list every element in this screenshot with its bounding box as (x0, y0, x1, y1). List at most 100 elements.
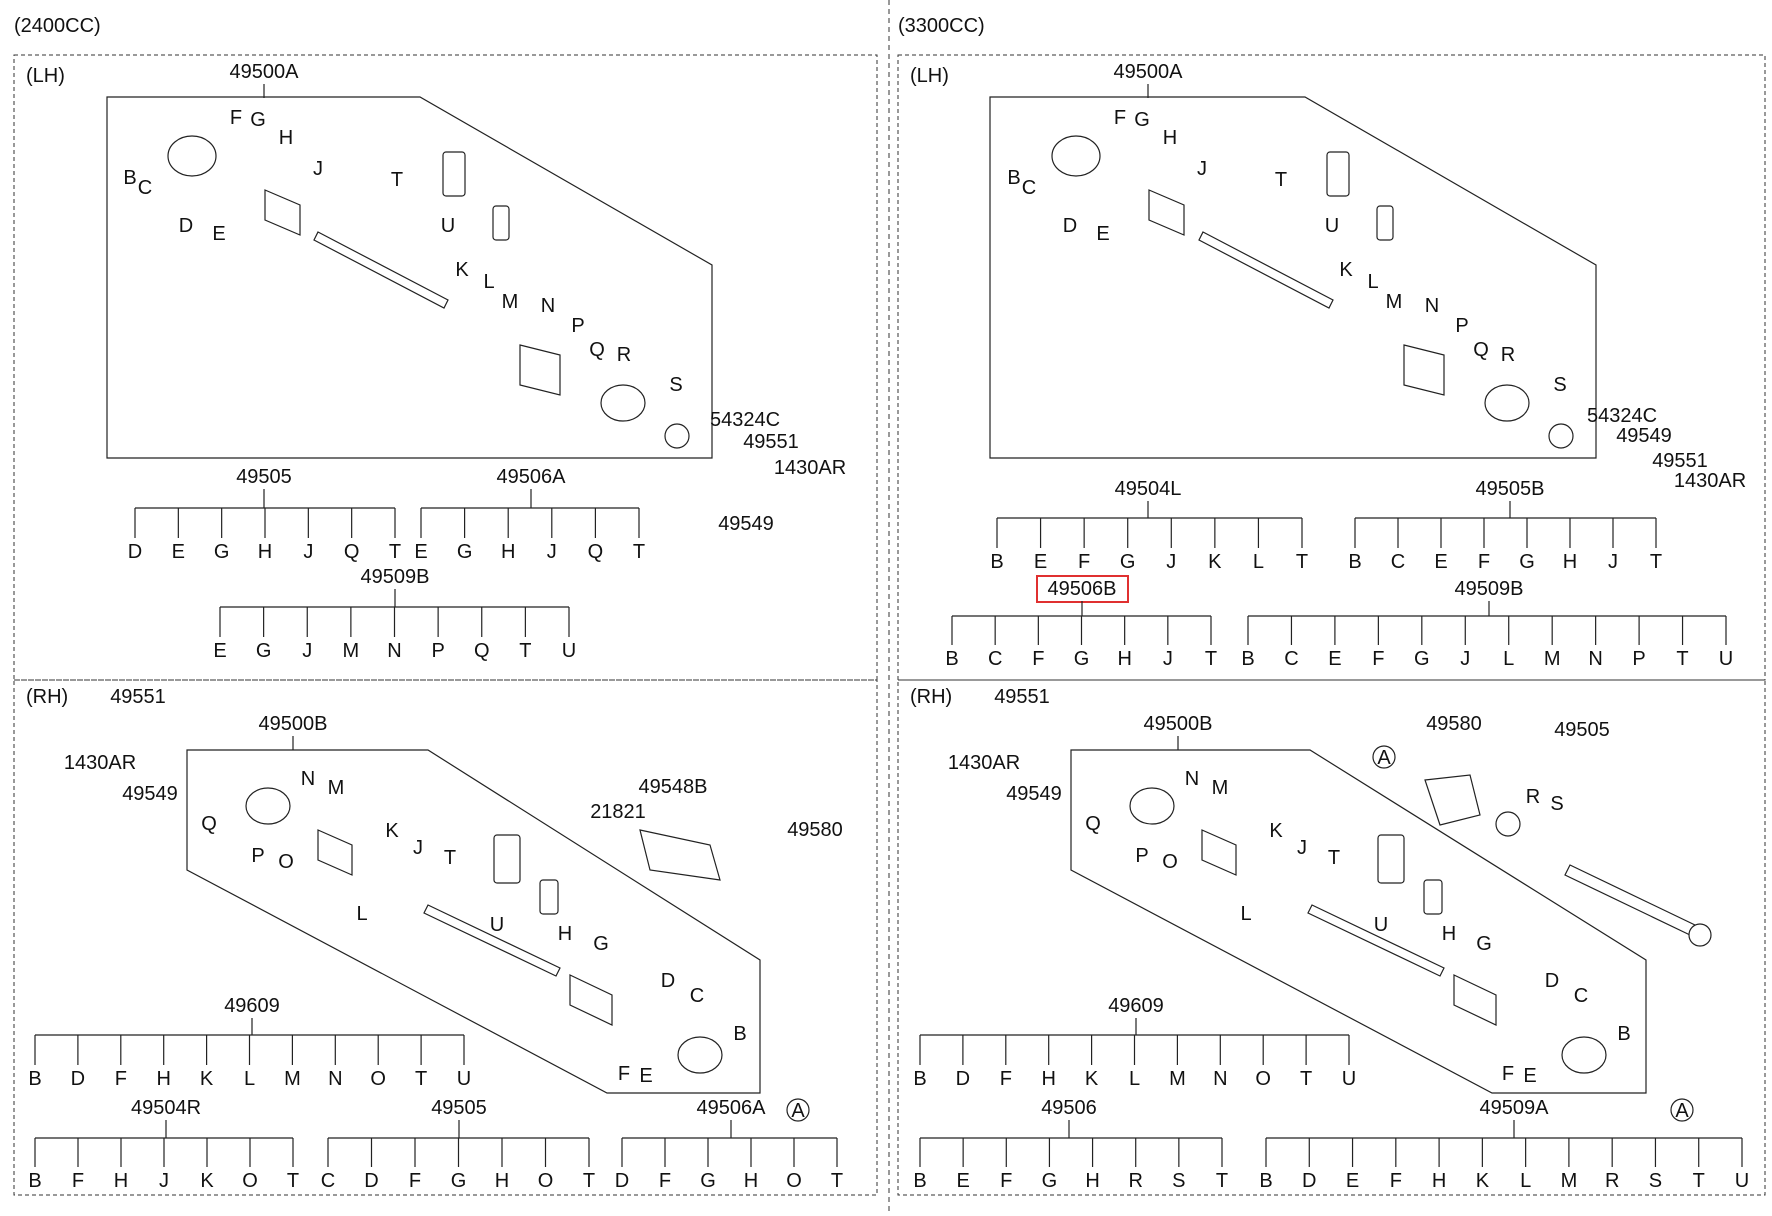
tree-leaf-p3300_rh-2-3: F (1390, 1170, 1402, 1192)
tree-leaf-p3300_rh-2-6: L (1520, 1170, 1531, 1192)
tree-leaf-p2400_rh-1-5: O (242, 1170, 258, 1192)
part-label-p3300_rh-9: U (1374, 914, 1388, 936)
tree-leaf-p3300_rh-0-10: U (1342, 1068, 1356, 1090)
tree-leaf-p3300_lh-1-4: G (1519, 551, 1535, 573)
tree-root-p3300_lh-3: 49509B (1455, 578, 1524, 600)
assembly-outlines (106, 96, 1647, 1094)
tree-leaf-p3300_lh-2-4: H (1117, 648, 1131, 670)
tree-leaf-p2400_lh-2-6: Q (474, 640, 490, 662)
assembly-number-p3300_lh: 49500A (1114, 61, 1184, 83)
tree-leaf-p3300_lh-1-0: B (1348, 551, 1361, 573)
part-label-p2400_lh-5: G (250, 109, 266, 131)
circle-ref-label-2: A (1377, 747, 1391, 769)
tree-leaf-p2400_rh-0-5: L (244, 1068, 255, 1090)
part-label-p3300_lh-5: G (1134, 109, 1150, 131)
inner-joint-3300-rh (1561, 1036, 1607, 1074)
extra-label-p2400_rh-2: 49549 (122, 783, 178, 805)
tree-root-p3300_rh-0: 49609 (1108, 995, 1164, 1017)
tree-leaf-p3300_lh-1-7: T (1650, 551, 1662, 573)
tree-leaf-p3300_rh-2-2: E (1346, 1170, 1359, 1192)
tree-leaf-p2400_rh-0-4: K (200, 1068, 214, 1090)
part-label-p3300_lh-12: M (1386, 291, 1403, 313)
tree-leaf-p3300_rh-2-0: B (1259, 1170, 1272, 1192)
tree-leaf-p3300_lh-3-10: T (1676, 648, 1688, 670)
part-label-p2400_rh-5: L (356, 903, 367, 925)
section-title-3300: (3300CC) (898, 15, 985, 37)
tree-leaf-p3300_rh-2-1: D (1302, 1170, 1316, 1192)
tree-leaf-p3300_lh-3-1: C (1284, 648, 1298, 670)
extra-label-p2400_lh-3: 49549 (718, 513, 774, 535)
part-label-p2400_rh-1: P (251, 845, 264, 867)
tree-leaf-p2400_rh-3-3: H (744, 1170, 758, 1192)
tree-root-p2400_rh-2: 49505 (431, 1097, 487, 1119)
tree-leaf-p2400_rh-0-10: U (457, 1068, 471, 1090)
shaft-2400-rh (423, 904, 561, 977)
tree-leaf-p2400_rh-2-4: H (495, 1170, 509, 1192)
extra-label-p3300_lh-1: 49549 (1616, 425, 1672, 447)
shaft-drawings (313, 231, 1696, 977)
tree-leaf-p3300_rh-0-3: H (1041, 1068, 1055, 1090)
tone-ring-2400-lh (664, 423, 690, 449)
part-label-p2400_rh-13: E (639, 1065, 652, 1087)
tree-leaf-p2400_lh-0-0: D (128, 541, 142, 563)
boot-2400-lh (264, 189, 301, 236)
part-label-p2400_rh-6: K (385, 820, 399, 842)
part-label-p3300_lh-15: Q (1473, 339, 1489, 361)
tree-leaf-p3300_lh-2-6: T (1205, 648, 1217, 670)
part-label-p3300_lh-8: T (1275, 169, 1287, 191)
shaft-3300-rh-inner (1564, 864, 1696, 936)
tree-leaf-p3300_lh-0-0: B (990, 551, 1003, 573)
tree-leaf-p2400_lh-2-3: M (343, 640, 360, 662)
extra-label-p3300_rh-3: 49580 (1426, 713, 1482, 735)
section-title-2400: (2400CC) (14, 15, 101, 37)
shaft-3300-lh (1198, 231, 1334, 309)
tree-leaf-p2400_lh-0-5: Q (344, 541, 360, 563)
tree-leaf-p2400_rh-2-2: F (409, 1170, 421, 1192)
tree-leaf-p2400_rh-0-3: H (156, 1068, 170, 1090)
tree-leaf-p2400_lh-2-1: G (256, 640, 272, 662)
part-label-p3300_lh-6: H (1163, 127, 1177, 149)
tree-leaf-p3300_lh-3-7: M (1544, 648, 1561, 670)
inner-boot-2400-lh (519, 344, 561, 396)
part-label-p3300_lh-1: C (1022, 177, 1036, 199)
tree-root-p2400_lh-2: 49509B (361, 566, 430, 588)
tree-leaf-p2400_rh-2-3: G (451, 1170, 467, 1192)
tree-root-p3300_lh-2: 49506B (1048, 578, 1117, 600)
rh-label-2400: (RH) (26, 686, 68, 708)
tree-root-p2400_rh-0: 49609 (224, 995, 280, 1017)
part-label-p3300_rh-0: Q (1085, 813, 1101, 835)
tree-leaf-p3300_lh-0-1: E (1034, 551, 1047, 573)
tree-leaf-p3300_lh-0-4: J (1166, 551, 1176, 573)
tree-leaf-p3300_rh-1-2: F (1000, 1170, 1012, 1192)
tree-leaf-p3300_rh-1-5: R (1128, 1170, 1142, 1192)
tree-leaf-p2400_lh-1-3: J (547, 541, 557, 563)
tree-leaf-p3300_rh-0-9: T (1300, 1068, 1312, 1090)
tree-leaf-p3300_rh-0-1: D (956, 1068, 970, 1090)
tree-leaf-p3300_lh-3-6: L (1503, 648, 1514, 670)
part-label-p2400_rh-10: H (558, 923, 572, 945)
extra-label-p2400_lh-1: 49551 (743, 431, 799, 453)
tree-root-p2400_rh-3: 49506A (697, 1097, 767, 1119)
outline-3300-rh (1070, 749, 1647, 1094)
circle-ref-label-1: A (1675, 1100, 1689, 1122)
part-label-p2400_rh-11: G (593, 933, 609, 955)
assembly-number-p2400_rh: 49500B (259, 713, 328, 735)
part-label-p2400_lh-13: N (541, 295, 555, 317)
lh-label-2400: (LH) (26, 65, 65, 87)
tree-leaf-p2400_rh-2-5: O (538, 1170, 554, 1192)
grease-bottle-T-2400-lh (442, 151, 466, 197)
outer-joint-2400-lh (167, 135, 217, 177)
part-label-p2400_rh-14: D (661, 970, 675, 992)
part-label-p3300_rh-13: E (1523, 1065, 1536, 1087)
tree-leaf-p3300_rh-0-2: F (1000, 1068, 1012, 1090)
part-label-p2400_lh-8: T (391, 169, 403, 191)
extra-label-p3300_rh-6: S (1550, 793, 1563, 815)
tree-leaf-p2400_rh-3-0: D (615, 1170, 629, 1192)
part-label-p3300_lh-17: S (1553, 374, 1566, 396)
assembly-number-p3300_rh: 49500B (1144, 713, 1213, 735)
tree-leaf-p3300_lh-3-4: G (1414, 648, 1430, 670)
inner-boot-2400-rh (569, 974, 613, 1026)
tree-leaf-p3300_lh-1-5: H (1563, 551, 1577, 573)
part-label-p2400_rh-12: F (618, 1063, 630, 1085)
